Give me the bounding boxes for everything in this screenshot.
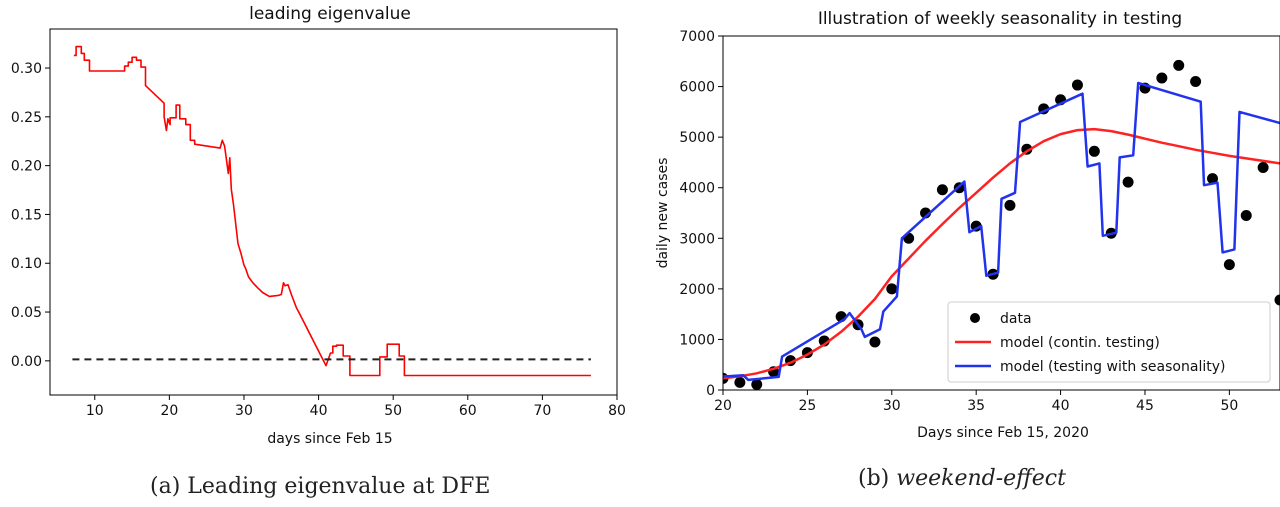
panel-b-y-tick-label: 6000 <box>679 80 715 96</box>
panel-b-weekly-seasonality: Illustration of weekly seasonality in te… <box>655 9 1280 441</box>
panel-b-data-point <box>1190 76 1202 88</box>
panel-b-x-tick-label: 20 <box>714 398 732 414</box>
panel-b-data-point <box>1223 259 1235 271</box>
caption-b: (b) weekend-effect <box>858 466 1066 491</box>
panel-b-y-tick-label: 3000 <box>679 231 715 247</box>
panel-a-x-tick-label: 20 <box>160 403 178 419</box>
panel-b-data-point <box>1274 294 1280 306</box>
panel-b-data-point <box>1173 59 1185 71</box>
panel-b-x-tick-label: 40 <box>1052 398 1070 414</box>
panel-b-line-model-contin-testing- <box>723 127 1280 380</box>
panel-b-y-tick-label: 7000 <box>679 29 715 45</box>
panel-b-legend: data model (contin. testing) model (test… <box>947 301 1271 383</box>
panel-a-y-tick-label: 0.30 <box>11 61 42 77</box>
panel-a-x-tick-label: 30 <box>235 403 253 419</box>
panel-b-title: Illustration of weekly seasonality in te… <box>818 9 1182 29</box>
legend-label-contin: model (contin. testing) <box>1000 335 1160 351</box>
panel-a-x-tick-label: 40 <box>310 403 328 419</box>
panel-b-data-point <box>1240 210 1252 222</box>
panel-b-data-point <box>1071 79 1083 91</box>
panel-a-plot-area <box>72 45 591 377</box>
panel-b-x-tick-label: 50 <box>1220 398 1238 414</box>
panel-a-x-tick-label: 70 <box>533 403 551 419</box>
panel-b-data-point <box>886 283 898 295</box>
panel-b-y-tick-label: 4000 <box>679 181 715 197</box>
panel-a-x-axis-label: days since Feb 15 <box>267 431 392 447</box>
panel-a-y-tick-label: 0.25 <box>11 110 42 126</box>
panel-a-y-tick-label: 0.20 <box>11 159 42 175</box>
panel-b-data-point <box>1088 145 1100 157</box>
panel-a-y-tick-label: 0.00 <box>11 354 42 370</box>
panel-b-data-point <box>1206 173 1218 185</box>
panel-b-axes-frame <box>722 35 1280 391</box>
panel-a-x-tick-label: 60 <box>459 403 477 419</box>
panel-b-y-tick-label: 0 <box>706 383 715 399</box>
caption-a: (a) Leading eigenvalue at DFE <box>150 474 491 499</box>
panel-b-y-tick-label: 1000 <box>679 332 715 348</box>
panel-a-ticks: 10 20 30 40 50 60 70 80 0.00 0.05 0.10 0.15 0.20 0.25… <box>11 61 626 419</box>
panel-a-leading-eigenvalue: leading eigenvalue 10 20 30 40 50 60 70 80 0.00 0… <box>11 4 626 447</box>
legend-label-data: data <box>1000 311 1032 327</box>
panel-b-data-point <box>936 184 948 196</box>
panel-b-x-tick-label: 25 <box>798 398 816 414</box>
panel-a-x-tick-label: 50 <box>384 403 402 419</box>
panel-b-x-tick-label: 45 <box>1136 398 1154 414</box>
panel-a-y-tick-label: 0.15 <box>11 207 42 223</box>
panel-a-title: leading eigenvalue <box>249 4 411 24</box>
panel-a-x-tick-label: 80 <box>608 403 626 419</box>
panel-b-x-tick-label: 35 <box>967 398 985 414</box>
panel-b-data-point <box>869 336 881 348</box>
panel-b-y-tick-label: 2000 <box>679 282 715 298</box>
legend-box <box>947 301 1271 383</box>
legend-label-seasonality: model (testing with seasonality) <box>1000 359 1225 375</box>
panel-b-data-point <box>751 378 763 390</box>
panel-a-x-tick-label: 10 <box>86 403 104 419</box>
panel-b-data-point <box>1122 176 1134 188</box>
panel-b-data-point <box>1156 72 1168 84</box>
panel-a-y-tick-label: 0.10 <box>11 256 42 272</box>
caption-b-italic: weekend-effect <box>896 466 1066 491</box>
panel-b-data-point <box>734 376 746 388</box>
panel-b-plot-area <box>723 59 1280 390</box>
panel-b-data-point <box>1257 161 1269 173</box>
panel-a-y-tick-label: 0.05 <box>11 305 42 321</box>
panel-a-axes-frame <box>49 28 618 396</box>
panel-a-line-series-0 <box>73 45 591 377</box>
panel-b-ticks: 20 25 30 35 40 45 50 0 1000 2000 3000 4000 5000 6000 7… <box>679 29 1238 414</box>
panel-b-line-model-testing-with-seasonality- <box>723 81 1280 382</box>
legend-data-marker <box>970 313 980 323</box>
panel-b-x-tick-label: 30 <box>883 398 901 414</box>
panel-b-y-tick-label: 5000 <box>679 130 715 146</box>
panel-b-data-point <box>1004 199 1016 211</box>
caption-b-prefix: (b) <box>858 466 890 491</box>
panel-b-y-axis-label: daily new cases <box>655 158 671 269</box>
panel-b-x-axis-label: Days since Feb 15, 2020 <box>917 425 1089 441</box>
